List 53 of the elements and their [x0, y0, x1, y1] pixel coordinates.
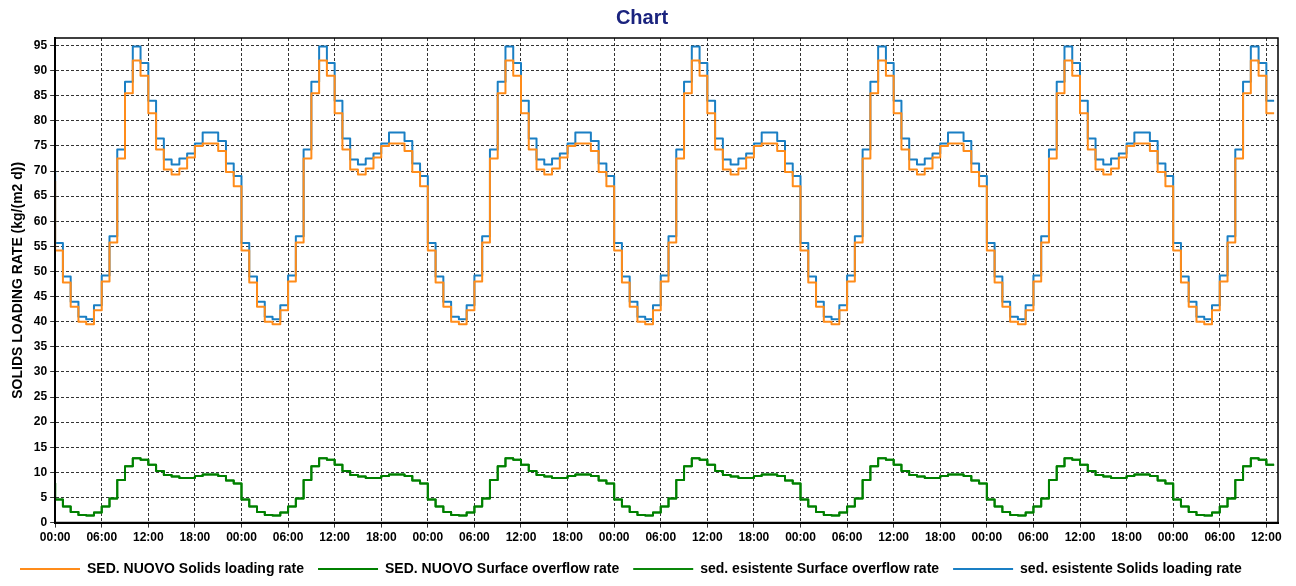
x-tick-label: 12:00: [1064, 530, 1096, 545]
y-tick-label: 35: [33, 339, 48, 354]
x-tick-label: 18:00: [179, 530, 211, 545]
y-tick-label: 55: [33, 238, 48, 253]
y-tick-label: 75: [33, 138, 48, 153]
y-tick-label: 5: [40, 489, 48, 504]
x-tick-label: 00:00: [226, 530, 258, 545]
x-tick-label: 06:00: [1018, 530, 1050, 545]
y-axis-title: SOLIDS LOADING RATE (kg/(m2 d)): [9, 161, 26, 399]
y-tick-label: 50: [33, 263, 48, 278]
x-tick-label: 12:00: [132, 530, 164, 545]
legend-label: sed. esistente Solids loading rate: [1020, 559, 1243, 576]
x-tick-label: 00:00: [412, 530, 444, 545]
x-tick-label: 12:00: [691, 530, 723, 545]
x-tick-label: 18:00: [1111, 530, 1143, 545]
chart-title: Chart: [615, 5, 669, 28]
y-tick-label: 40: [33, 314, 48, 329]
x-tick-label: 12:00: [505, 530, 537, 545]
y-tick-label: 25: [33, 389, 48, 404]
y-tick-label: 70: [33, 163, 48, 178]
x-tick-label: 18:00: [924, 530, 956, 545]
y-tick-label: 45: [33, 288, 48, 303]
x-tick-label: 12:00: [1251, 530, 1283, 545]
y-tick-label: 85: [33, 88, 48, 103]
x-tick-label: 12:00: [878, 530, 910, 545]
y-tick-label: 30: [33, 364, 48, 379]
x-tick-label: 06:00: [831, 530, 863, 545]
y-tick-label: 80: [33, 113, 48, 128]
x-tick-label: 00:00: [39, 530, 71, 545]
x-tick-label: 00:00: [1157, 530, 1189, 545]
x-tick-label: 18:00: [552, 530, 584, 545]
y-tick-label: 0: [40, 514, 48, 529]
x-tick-label: 00:00: [971, 530, 1003, 545]
x-tick-label: 06:00: [272, 530, 304, 545]
legend-label: sed. esistente Surface overflow rate: [700, 559, 940, 576]
x-tick-label: 12:00: [319, 530, 351, 545]
x-tick-label: 00:00: [785, 530, 817, 545]
y-tick-label: 15: [33, 439, 48, 454]
y-tick-label: 65: [33, 188, 48, 203]
x-tick-label: 18:00: [738, 530, 770, 545]
legend-label: SED. NUOVO Solids loading rate: [87, 559, 305, 576]
x-tick-label: 06:00: [1204, 530, 1236, 545]
x-tick-label: 06:00: [86, 530, 118, 545]
x-tick-label: 06:00: [459, 530, 491, 545]
x-tick-label: 18:00: [365, 530, 397, 545]
y-tick-label: 10: [33, 464, 48, 479]
legend-label: SED. NUOVO Surface overflow rate: [385, 559, 620, 576]
x-tick-label: 00:00: [598, 530, 630, 545]
y-tick-label: 95: [33, 37, 48, 52]
y-tick-label: 90: [33, 62, 48, 77]
x-tick-label: 06:00: [645, 530, 677, 545]
y-tick-label: 60: [33, 213, 48, 228]
y-tick-label: 20: [33, 414, 48, 429]
